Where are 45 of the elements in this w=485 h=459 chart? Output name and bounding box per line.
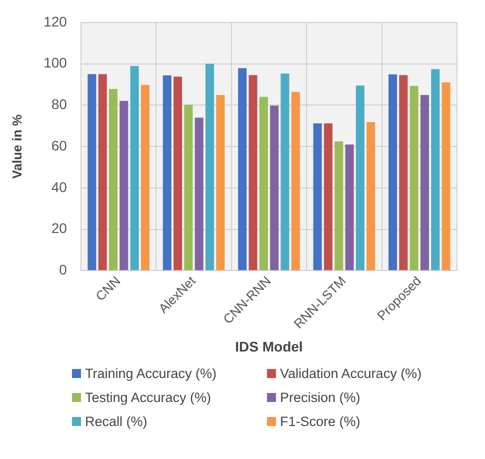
- bar: [140, 84, 150, 270]
- bar: [205, 64, 214, 270]
- bar: [356, 86, 364, 270]
- bar: [399, 75, 408, 270]
- bar: [88, 74, 96, 270]
- bar: [259, 96, 268, 270]
- y-axis-title: Value in %: [9, 114, 24, 179]
- bar: [366, 122, 376, 270]
- bar: [98, 74, 107, 270]
- y-tick-label: 20: [51, 220, 68, 236]
- y-tick-label: 120: [44, 13, 68, 30]
- bar: [431, 69, 440, 270]
- bar: [324, 123, 332, 270]
- legend-label: Validation Accuracy (%): [280, 366, 422, 381]
- bar: [130, 66, 139, 270]
- x-axis-title: IDS Model: [235, 338, 303, 354]
- legend-label: Training Accuracy (%): [85, 366, 217, 381]
- bar: [216, 95, 225, 270]
- bar: [248, 75, 258, 270]
- y-tick-label: 80: [51, 96, 68, 112]
- y-tick-label: 40: [51, 178, 68, 195]
- bar: [345, 144, 354, 270]
- legend-label: Testing Accuracy (%): [85, 390, 212, 405]
- bar: [194, 118, 204, 270]
- legend-label: Precision (%): [280, 390, 360, 405]
- legend-label: Recall (%): [85, 414, 148, 429]
- bar: [184, 104, 193, 270]
- bar: [442, 82, 450, 270]
- bar: [270, 106, 279, 270]
- bar: [120, 100, 128, 270]
- bar: [334, 141, 344, 270]
- bar: [174, 76, 182, 270]
- y-tick-label: 100: [44, 54, 68, 71]
- y-tick-label: 60: [51, 137, 68, 154]
- bar: [291, 92, 300, 270]
- bar: [162, 75, 172, 270]
- y-tick-label: 0: [59, 262, 68, 278]
- bar: [238, 68, 247, 270]
- bar: [420, 95, 429, 270]
- legend-label: F1-Score (%): [280, 414, 360, 429]
- bar: [108, 89, 118, 270]
- bar: [388, 74, 398, 270]
- bar: [280, 74, 290, 270]
- bar: [313, 123, 322, 270]
- bar: [410, 86, 418, 270]
